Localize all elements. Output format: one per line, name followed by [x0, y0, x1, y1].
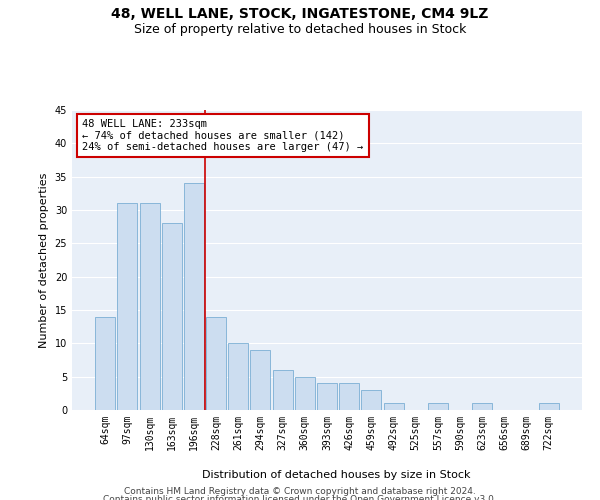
Text: Contains public sector information licensed under the Open Government Licence v3: Contains public sector information licen… — [103, 495, 497, 500]
Bar — [272, 370, 293, 410]
Bar — [118, 204, 137, 410]
Text: 48 WELL LANE: 233sqm
← 74% of detached houses are smaller (142)
24% of semi-deta: 48 WELL LANE: 233sqm ← 74% of detached h… — [82, 119, 364, 152]
Text: Distribution of detached houses by size in Stock: Distribution of detached houses by size … — [202, 470, 470, 480]
Bar — [428, 404, 448, 410]
Bar — [184, 184, 204, 410]
Bar — [250, 350, 271, 410]
Bar — [95, 316, 115, 410]
Bar — [140, 204, 160, 410]
Bar — [539, 404, 559, 410]
Text: Contains HM Land Registry data © Crown copyright and database right 2024.: Contains HM Land Registry data © Crown c… — [124, 488, 476, 496]
Bar — [339, 384, 359, 410]
Bar — [162, 224, 182, 410]
Bar — [472, 404, 492, 410]
Bar — [206, 316, 226, 410]
Text: 48, WELL LANE, STOCK, INGATESTONE, CM4 9LZ: 48, WELL LANE, STOCK, INGATESTONE, CM4 9… — [112, 8, 488, 22]
Bar — [228, 344, 248, 410]
Bar — [361, 390, 382, 410]
Bar — [383, 404, 404, 410]
Y-axis label: Number of detached properties: Number of detached properties — [39, 172, 49, 348]
Bar — [295, 376, 315, 410]
Text: Size of property relative to detached houses in Stock: Size of property relative to detached ho… — [134, 22, 466, 36]
Bar — [317, 384, 337, 410]
